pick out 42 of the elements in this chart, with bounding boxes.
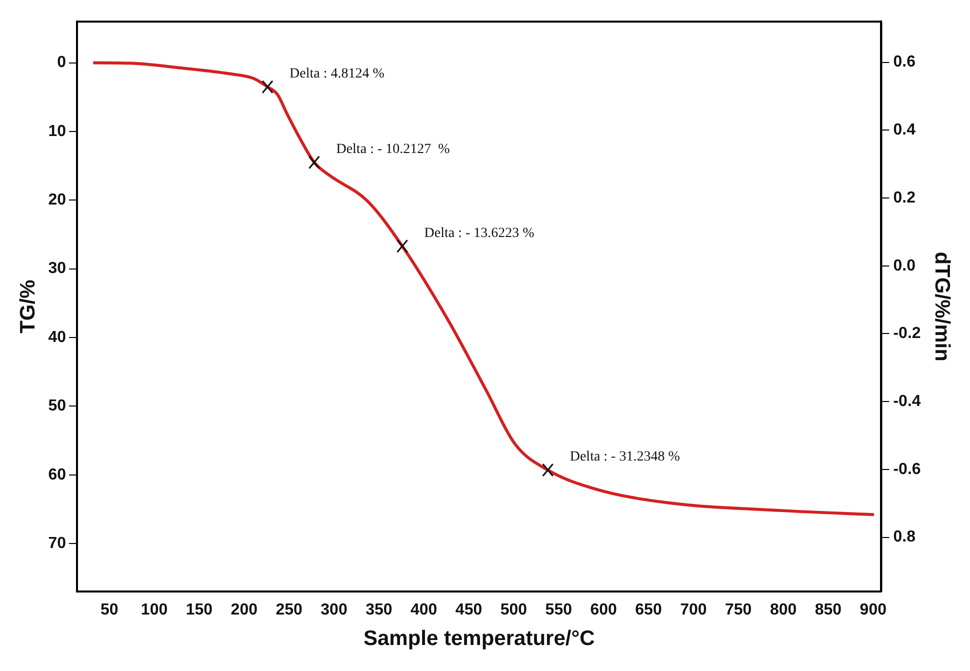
- y2-tick-label: -0.4: [893, 393, 921, 410]
- x-tick-label: 600: [590, 602, 618, 619]
- y-tick-label: 30: [48, 260, 66, 278]
- annotation: Delta : 4.8124 %: [289, 66, 385, 82]
- x-tick-label: 150: [186, 602, 213, 619]
- x-tick-label: 300: [320, 602, 348, 619]
- y2-tick-label: 0.2: [893, 189, 916, 206]
- y2-axis-title: dTG/%/min: [930, 252, 954, 362]
- x-tick-label: 350: [366, 602, 392, 619]
- x-tick-label: 650: [635, 602, 662, 619]
- x-tick-label: 500: [500, 602, 528, 619]
- x-tick-label: 700: [680, 602, 707, 619]
- y2-tick-label: 0.4: [893, 122, 916, 139]
- y-tick-label: 50: [48, 398, 66, 415]
- x-axis-title: Sample temperature/°C: [363, 627, 595, 650]
- y2-tick-label: 0.6: [893, 54, 916, 71]
- line-series: [92, 61, 876, 516]
- x-tick-label: 400: [410, 602, 438, 619]
- x-tick-label: 250: [276, 602, 303, 619]
- y2-tick-label: -0.6: [893, 460, 921, 478]
- x-tick-label: 550: [545, 602, 572, 619]
- x-tick-label: 800: [770, 602, 797, 619]
- y-axis-title: TG/%: [16, 279, 40, 334]
- x-tick-label: 200: [230, 602, 258, 619]
- y-tick-label: 10: [48, 122, 66, 140]
- x-tick-label: 50: [100, 602, 118, 619]
- x-tick-label: 750: [725, 602, 752, 619]
- annotation: Delta : - 10.2127 %: [336, 142, 450, 158]
- y-tick-label: 70: [48, 534, 66, 552]
- y-tick-label: 40: [48, 328, 66, 346]
- y2-tick-label: 0.8: [893, 528, 916, 546]
- y-tick-label: 60: [48, 466, 66, 484]
- y-tick-label: 0: [57, 54, 66, 72]
- x-tick-label: 850: [814, 602, 842, 619]
- y2-tick-label: 0.0: [893, 257, 916, 274]
- x-tick-label: 900: [860, 602, 887, 619]
- x-tick-label: 450: [455, 602, 482, 619]
- y2-tick-label: -0.2: [893, 325, 921, 342]
- annotation: Delta : - 13.6223 %: [424, 226, 535, 241]
- annotation: Delta : - 31.2348 %: [570, 450, 680, 465]
- x-tick-label: 100: [140, 602, 168, 619]
- y-tick-label: 20: [48, 192, 66, 209]
